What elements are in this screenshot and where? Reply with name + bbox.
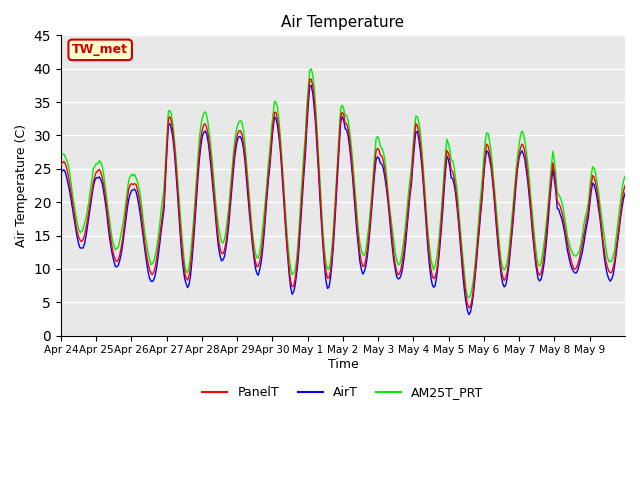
Title: Air Temperature: Air Temperature — [282, 15, 404, 30]
AirT — [349, 174, 356, 180]
PanelT — [620, 188, 627, 194]
AM25T_PRT — [546, 180, 554, 186]
PanelT — [306, 76, 314, 82]
AM25T_PRT — [307, 66, 315, 72]
X-axis label: Time: Time — [328, 358, 358, 371]
Text: TW_met: TW_met — [72, 43, 128, 56]
AirT — [57, 170, 65, 176]
AM25T_PRT — [349, 156, 356, 162]
AirT — [76, 245, 84, 251]
AM25T_PRT — [621, 174, 629, 180]
AM25T_PRT — [76, 230, 84, 236]
AM25T_PRT — [620, 178, 627, 184]
Y-axis label: Air Temperature (C): Air Temperature (C) — [15, 124, 28, 247]
Legend: PanelT, AirT, AM25T_PRT: PanelT, AirT, AM25T_PRT — [197, 382, 488, 405]
AirT — [620, 196, 627, 202]
AirT — [306, 83, 314, 88]
Line: AM25T_PRT: AM25T_PRT — [61, 69, 625, 298]
PanelT — [76, 237, 84, 243]
PanelT — [465, 305, 473, 311]
PanelT — [621, 182, 629, 188]
PanelT — [546, 189, 554, 195]
Line: AirT: AirT — [61, 85, 625, 314]
AirT — [94, 175, 102, 181]
AM25T_PRT — [94, 161, 102, 167]
Line: PanelT: PanelT — [61, 79, 625, 308]
AM25T_PRT — [465, 295, 473, 300]
PanelT — [349, 167, 356, 173]
AirT — [461, 288, 468, 294]
PanelT — [57, 162, 65, 168]
AirT — [546, 196, 554, 202]
AirT — [621, 191, 629, 196]
AM25T_PRT — [57, 152, 65, 158]
AM25T_PRT — [461, 271, 468, 277]
PanelT — [94, 168, 102, 173]
PanelT — [461, 280, 468, 286]
AirT — [465, 312, 473, 317]
